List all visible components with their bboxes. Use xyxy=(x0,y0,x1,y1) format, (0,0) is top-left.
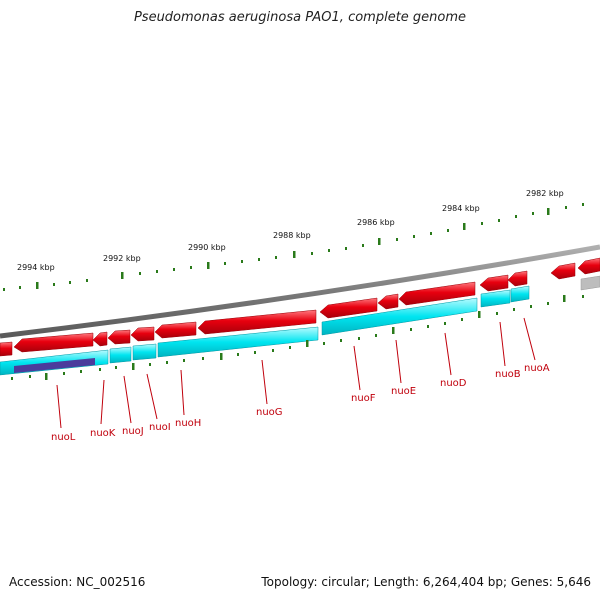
feature-arrow xyxy=(507,270,528,287)
feature-arrow xyxy=(0,341,13,357)
feature-arrow xyxy=(319,297,378,319)
gene-label-nuoD: nuoD xyxy=(440,378,467,389)
feature-arrow xyxy=(92,331,108,347)
cds-block xyxy=(109,346,132,364)
feature-arrow xyxy=(377,293,399,310)
kbp-label: 2994 kbp xyxy=(17,263,55,272)
feature-arrow xyxy=(479,274,509,292)
highlight-band xyxy=(14,358,95,373)
kbp-label: 2984 kbp xyxy=(442,204,480,213)
gene-labels: nuoL nuoK nuoJ nuoI nuoH nuoG nuoF nuoE … xyxy=(51,363,550,443)
gene-label-nuoE: nuoE xyxy=(391,386,416,397)
accession-text: Accession: NC_002516 xyxy=(9,575,146,589)
cds-block xyxy=(321,297,478,336)
feature-arrow xyxy=(398,281,476,306)
cds-block xyxy=(510,285,530,303)
gene-label-nuoB: nuoB xyxy=(495,369,521,380)
gene-label-nuoJ: nuoJ xyxy=(122,426,144,437)
cds-block xyxy=(480,289,511,308)
feature-arrow xyxy=(130,326,155,342)
feature-arrow xyxy=(107,329,131,345)
genome-backbone xyxy=(0,244,600,339)
kbp-label: 2990 kbp xyxy=(188,243,226,252)
gene-label-nuoA: nuoA xyxy=(524,363,550,374)
cds-block-grey xyxy=(580,275,600,291)
feature-arrow xyxy=(154,321,197,339)
feature-arrow xyxy=(197,309,317,335)
gene-label-nuoL: nuoL xyxy=(51,432,76,443)
cds-block xyxy=(132,343,157,361)
feature-arrow xyxy=(577,257,600,275)
feature-arrow xyxy=(13,332,94,353)
leader-lines xyxy=(56,317,536,429)
kbp-label: 2986 kbp xyxy=(357,218,395,227)
tick-ring xyxy=(3,203,584,291)
inner-tick-ring xyxy=(11,295,584,380)
feature-arrow xyxy=(550,262,576,280)
gene-label-nuoG: nuoG xyxy=(256,407,283,418)
gene-label-nuoI: nuoI xyxy=(149,422,171,433)
feature-track-red xyxy=(0,257,600,357)
cds-block xyxy=(157,326,319,358)
gene-label-nuoH: nuoH xyxy=(175,418,201,429)
kbp-label: 2988 kbp xyxy=(273,231,311,240)
kbp-label: 2982 kbp xyxy=(526,189,564,198)
topology-text: Topology: circular; Length: 6,264,404 bp… xyxy=(261,575,591,589)
kbp-labels: 2994 kbp 2992 kbp 2990 kbp 2988 kbp 2986… xyxy=(17,189,564,272)
map-title: Pseudomonas aeruginosa PAO1, complete ge… xyxy=(133,10,467,25)
kbp-label: 2992 kbp xyxy=(103,254,141,263)
gene-label-nuoK: nuoK xyxy=(90,428,116,439)
gene-label-nuoF: nuoF xyxy=(351,393,376,404)
